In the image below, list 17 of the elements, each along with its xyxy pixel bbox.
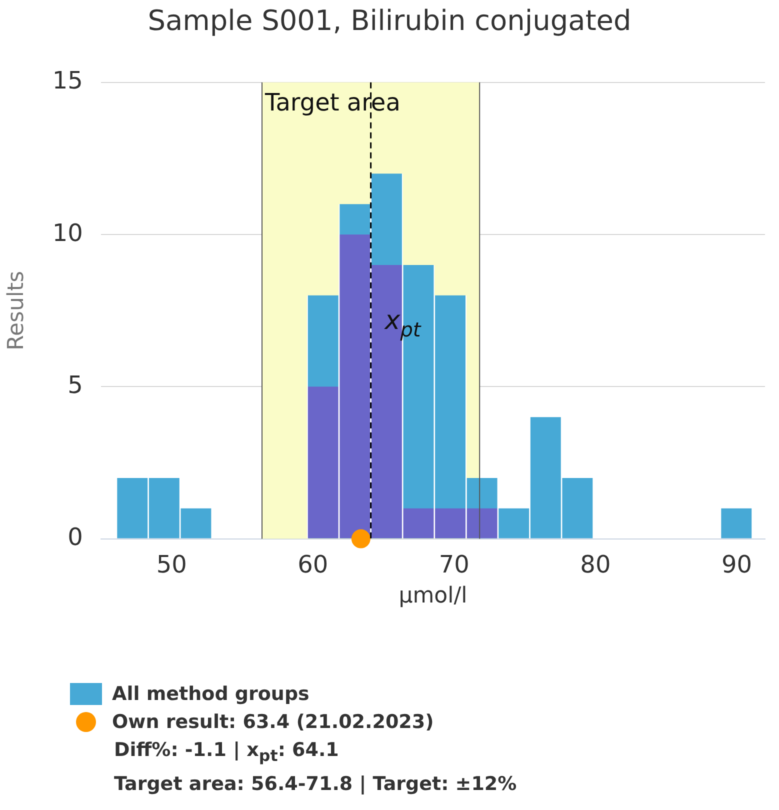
text: Diff%: -1.1 | x$_{pt}$: 64.1	[113, 738, 340, 767]
text: Target area: 56.4-71.8 | Target: ±12%	[113, 772, 517, 797]
x-tick-label: 50	[156, 550, 187, 578]
y-tick-label: 15	[52, 66, 83, 95]
x-tick-label: 90	[721, 550, 752, 578]
y-tick-label: 0	[68, 523, 83, 552]
x-axis-title: µmol/l	[398, 584, 468, 609]
y-tick-label: 10	[52, 218, 83, 247]
legend-label: Own result: 63.4 (21.02.2023)	[112, 710, 434, 735]
x-tick-label: 70	[438, 550, 470, 578]
chart-title: Sample S001, Bilirubin conjugated	[146, 4, 632, 37]
y-axis-title: Results	[4, 270, 29, 350]
x-tick-label: 80	[580, 550, 611, 578]
legend-label: All method groups	[112, 682, 310, 707]
x-tick-label: 60	[298, 550, 328, 578]
y-tick-label: 5	[68, 370, 83, 399]
band-label: Target area	[264, 88, 400, 117]
